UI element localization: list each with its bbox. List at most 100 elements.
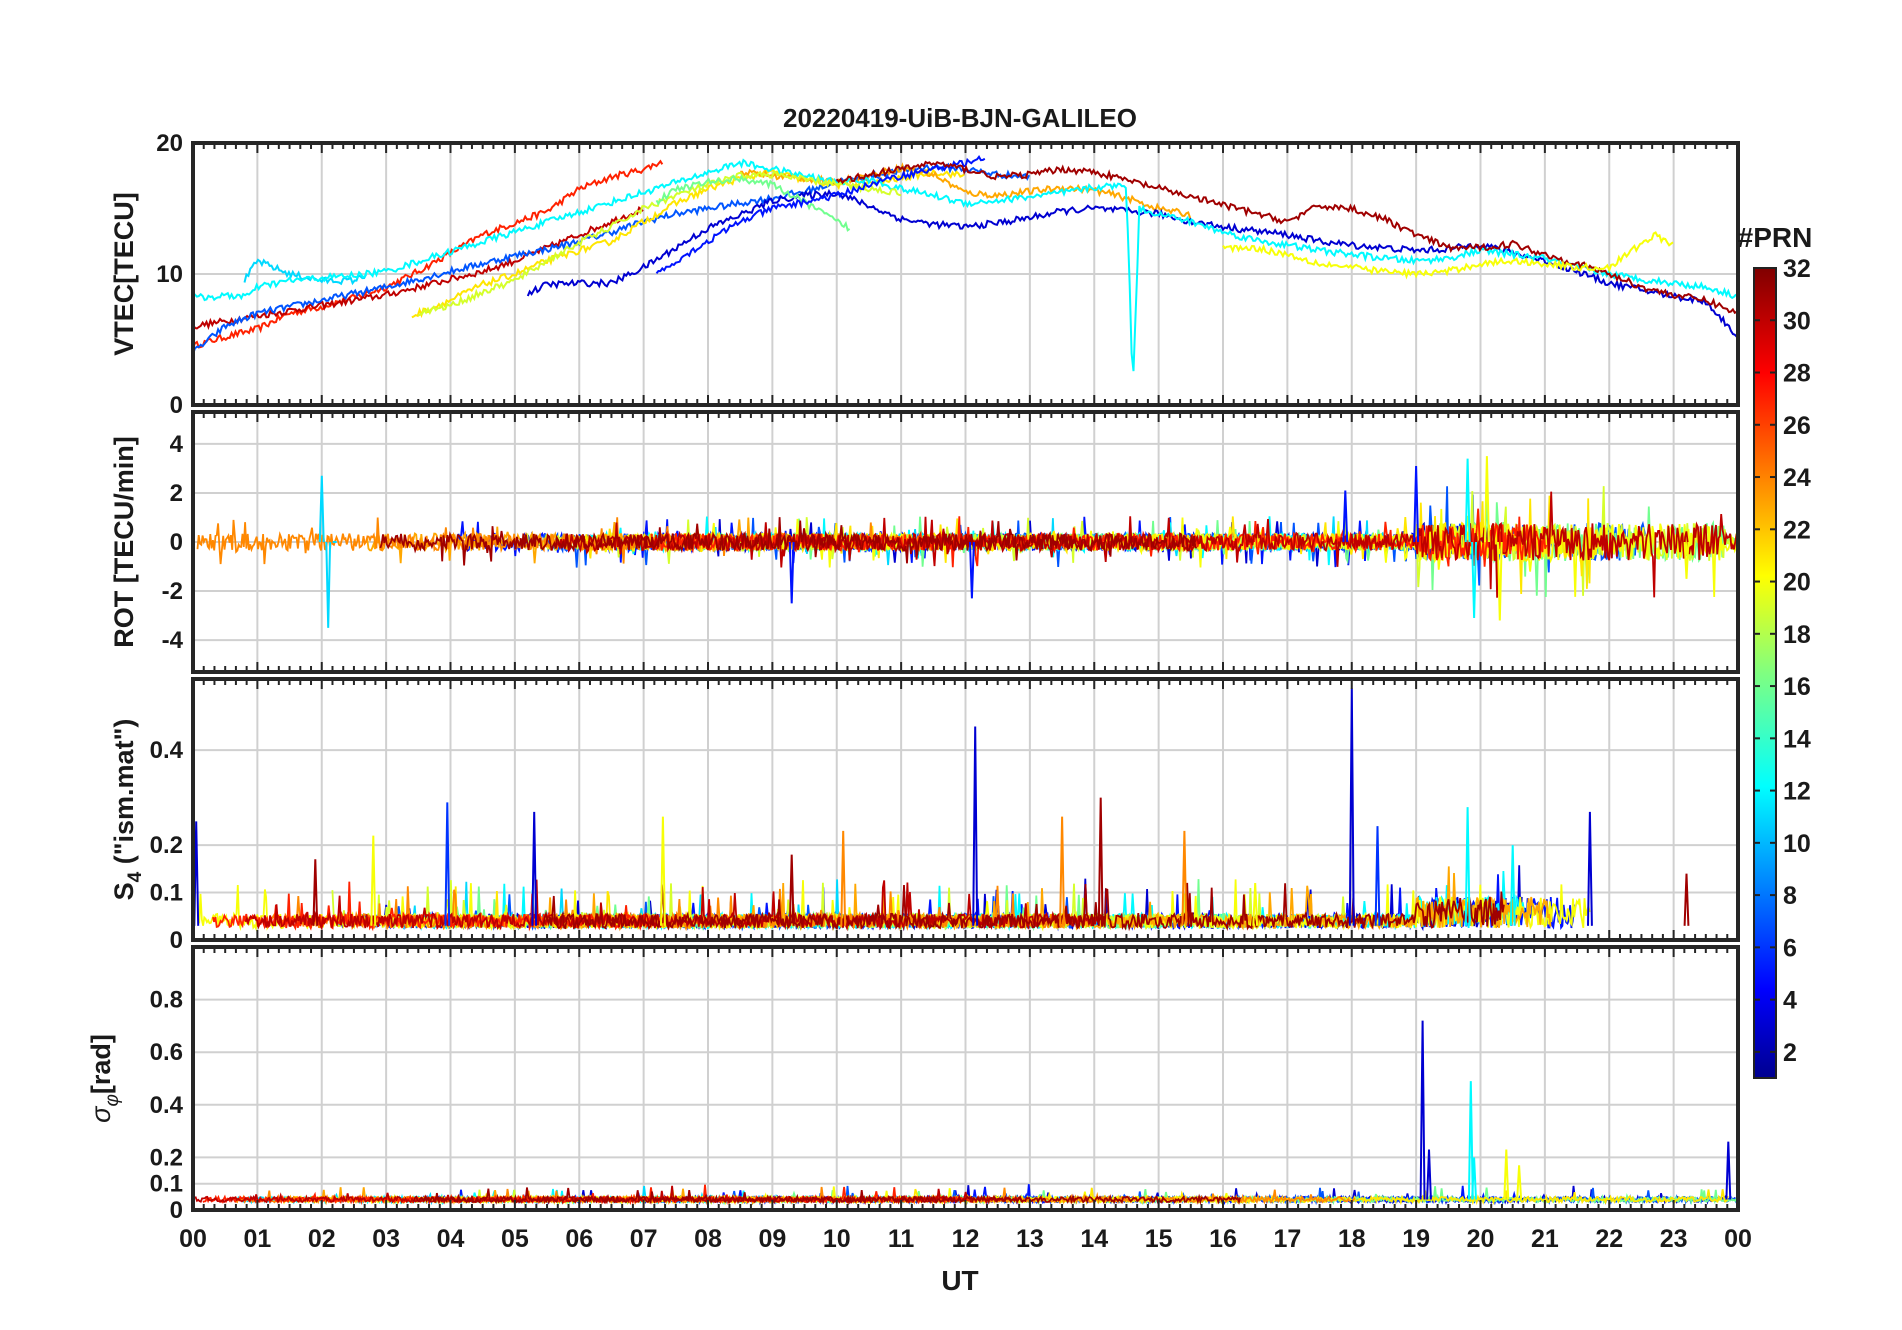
spike-prn-5 [969, 541, 975, 599]
y-tick-label: 0 [170, 1197, 183, 1224]
x-tick-label: 01 [243, 1225, 271, 1253]
x-tick-label: 03 [372, 1225, 400, 1253]
y-tick-label: 0.2 [150, 1144, 183, 1171]
spike-prn-20 [1516, 1165, 1523, 1200]
colorbar: #PRN 32 30 28 26 24 22 20 18 16 14 12 10 8 6 4 2 [1738, 222, 1813, 1079]
spike-prn-20 [1683, 541, 1690, 579]
colorbar-gradient [1753, 267, 1777, 1079]
x-tick-label: 18 [1338, 1225, 1366, 1253]
spike-prn-24 [840, 830, 847, 926]
colorbar-tick-label: 22 [1783, 516, 1811, 544]
series-prn-30 [193, 206, 644, 331]
panel-4: 00.10.2 0.4 0.6 0.8 σφ[rad] [86, 945, 1740, 1224]
series-prn-20 [1222, 231, 1674, 280]
spike-prn-12 [1471, 541, 1477, 619]
spike-prn-11 [325, 541, 332, 628]
spike-prn-12 [1464, 458, 1471, 543]
spike-prn-12 [1464, 807, 1471, 926]
spike-prn-31 [312, 859, 319, 926]
y-tick-label: 2 [170, 480, 183, 507]
y-tick-label: 0.1 [150, 1171, 183, 1198]
x-tick-label: 14 [1080, 1225, 1108, 1253]
colorbar-tick-label: 4 [1783, 987, 1797, 1015]
noise-prn-31 [412, 1187, 1242, 1206]
x-tick-label: 05 [501, 1225, 529, 1253]
colorbar-tick-label: 14 [1783, 725, 1811, 753]
y-axis-label: VTEC[TECU] [109, 192, 139, 356]
noise-prn-30 [555, 491, 1738, 598]
colorbar-tick-label: 18 [1783, 621, 1811, 649]
colorbar-tick-label: 16 [1783, 673, 1811, 701]
series-prn-12 [193, 158, 1737, 372]
spike-prn-3 [1725, 1141, 1732, 1200]
series-prn-16 [655, 174, 851, 232]
y-tick-label: 0 [170, 392, 183, 419]
y-axis-label: ROT [TECU/min] [109, 436, 139, 647]
colorbar-title: #PRN [1738, 222, 1813, 253]
x-tick-label: 22 [1595, 1225, 1623, 1253]
noise-prn-31 [542, 882, 1505, 932]
y-tick-label: 10 [156, 261, 183, 288]
colorbar-tick-label: 28 [1783, 360, 1811, 388]
colorbar-tick-label: 12 [1783, 778, 1811, 806]
y-tick-label: 0 [170, 927, 183, 954]
x-tick-label: 09 [758, 1225, 786, 1253]
spike-prn-20 [1252, 883, 1259, 926]
y-tick-label: 0.4 [150, 737, 184, 764]
series-prn-5 [655, 154, 986, 275]
y-tick-label: -4 [162, 627, 184, 654]
colorbar-tick-label: 32 [1783, 255, 1811, 283]
x-tick-label: 16 [1209, 1225, 1237, 1253]
series-prn-27 [193, 159, 664, 350]
colorbar-tick-label: 10 [1783, 830, 1811, 858]
spike-prn-5 [1413, 465, 1420, 543]
spike-prn-3 [1426, 1149, 1432, 1200]
spike-prn-31 [1683, 873, 1690, 926]
y-axis-label: σφ[rad] [86, 1034, 123, 1123]
spike-prn-20 [1484, 456, 1490, 543]
y-tick-label: 20 [156, 130, 183, 157]
x-tick-label: 00 [179, 1225, 207, 1253]
x-tick-label: 19 [1402, 1225, 1430, 1253]
y-tick-label: 0 [170, 529, 183, 556]
spike-prn-3 [531, 811, 538, 926]
x-axis-label: UT [941, 1265, 978, 1296]
x-tick-label: 06 [565, 1225, 593, 1253]
x-tick-label: 20 [1467, 1225, 1495, 1253]
colorbar-tick-label: 30 [1783, 307, 1811, 335]
y-tick-label: 0.4 [150, 1092, 184, 1119]
y-tick-label: 0.2 [150, 832, 183, 859]
spike-prn-12 [1509, 845, 1516, 926]
spike-prn-12 [1467, 1081, 1474, 1200]
series-prn-19 [417, 170, 902, 317]
spike-prn-6 [444, 802, 451, 926]
colorbar-tick-label: 26 [1783, 412, 1811, 440]
x-tick-label: 11 [888, 1225, 915, 1253]
spike-prn-31 [1097, 797, 1104, 926]
x-tick-label: 13 [1016, 1225, 1044, 1253]
x-tick-label: 02 [308, 1225, 336, 1253]
y-tick-label: 0.8 [150, 987, 183, 1014]
x-tick-label: 17 [1273, 1225, 1301, 1253]
spike-prn-3 [1419, 1020, 1426, 1200]
colorbar-tick-label: 6 [1783, 934, 1797, 962]
noise-prn-20 [575, 508, 1738, 598]
spike-prn-3 [1587, 811, 1593, 926]
spike-prn-3 [972, 726, 979, 926]
x-tick-label: 15 [1145, 1225, 1173, 1253]
y-tick-label: 0.6 [150, 1039, 183, 1066]
x-axis: 00 01 02 03 04 05 06 07 08 09 10 11 12 13 14 15 16 17 18 19… [179, 1225, 1752, 1253]
chart-title: 20220419-UiB-BJN-GALILEO [783, 103, 1137, 133]
spike-prn-20 [1503, 1149, 1510, 1200]
y-tick-label: 0.1 [150, 880, 183, 907]
y-tick-label: -2 [162, 578, 183, 605]
x-tick-label: 04 [437, 1225, 465, 1253]
x-tick-label: 21 [1531, 1225, 1559, 1253]
series-group [193, 1020, 1738, 1206]
colorbar-tick-label: 8 [1783, 882, 1797, 910]
series-prn-7 [193, 162, 1031, 355]
colorbar-tick-label: 2 [1783, 1039, 1797, 1067]
spike-prn-24 [1059, 816, 1065, 926]
spike-prn-31 [788, 854, 795, 926]
